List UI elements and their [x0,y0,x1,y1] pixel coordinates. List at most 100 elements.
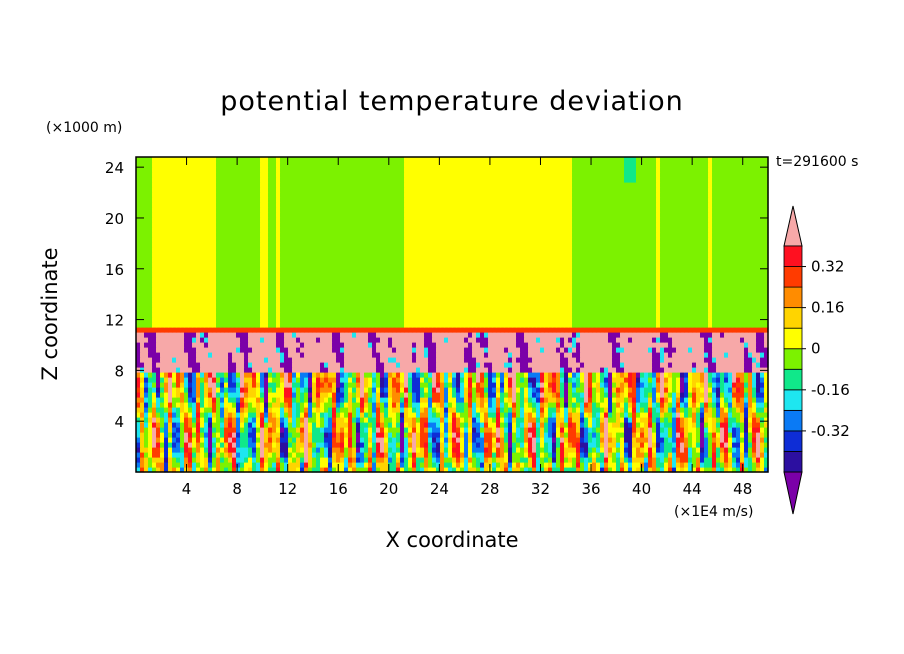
field-cell [380,377,385,383]
field-cell [208,347,213,353]
field-cell [224,432,229,438]
field-cell [392,422,397,428]
field-cell [332,437,337,443]
field-cell [376,367,381,373]
field-cell [256,442,261,448]
field-cell [468,467,473,473]
field-cell [684,352,689,358]
field-cell [416,407,421,413]
field-cell [404,427,409,433]
field-cell [660,452,665,458]
field-cell [732,452,737,458]
field-cell [416,347,421,353]
field-cell [424,367,429,373]
field-cell [668,357,673,363]
field-cell [284,382,289,388]
field-cell [224,442,229,448]
field-cell [360,462,365,468]
field-cell [188,372,193,378]
field-cell [532,462,537,468]
field-cell [468,312,473,318]
field-cell [236,317,241,323]
field-cell [308,397,313,403]
field-cell [180,467,185,473]
field-cell [240,347,245,353]
field-cell [652,417,657,423]
field-cell [468,437,473,443]
field-cell [624,402,629,408]
field-cell [604,467,609,473]
field-cell [456,312,461,318]
field-cell [384,462,389,468]
field-cell [172,372,177,378]
field-cell [220,382,225,388]
field-cell [244,357,249,363]
field-cell [712,332,717,338]
field-cell [576,447,581,453]
field-cell [732,402,737,408]
field-cell [744,417,749,423]
field-cell [164,387,169,393]
field-cell [160,362,165,368]
field-cell [660,432,665,438]
field-cell [660,367,665,373]
field-cell [240,432,245,438]
field-cell [472,332,477,338]
field-cell [420,417,425,423]
field-cell [576,347,581,353]
field-cell [540,437,545,443]
field-cell [248,347,253,353]
field-cell [752,347,757,353]
field-cell [324,337,329,343]
field-cell [264,467,269,473]
field-cell [728,412,733,418]
field-cell [196,442,201,448]
field-cell [188,462,193,468]
field-cell [192,372,197,378]
field-cell [588,432,593,438]
field-cell [204,367,209,373]
field-cell [332,367,337,373]
field-cell [564,447,569,453]
field-cell [408,327,413,333]
field-cell [296,427,301,433]
field-cell [428,382,433,388]
field-cell [276,342,281,348]
field-cell [424,462,429,468]
field-cell [164,397,169,403]
field-cell [308,312,313,318]
field-cell [628,342,633,348]
field-cell [512,442,517,448]
field-cell [644,442,649,448]
field-cell [320,417,325,423]
field-cell [392,467,397,473]
field-cell [568,437,573,443]
field-cell [584,357,589,363]
field-cell [376,312,381,318]
field-cell [284,402,289,408]
field-cell [564,462,569,468]
field-cell [740,402,745,408]
field-cell [640,322,645,328]
field-cell [536,422,541,428]
field-cell [404,397,409,403]
field-cell [192,352,197,358]
field-cell [560,357,565,363]
field-cell [516,402,521,408]
field-cell [196,347,201,353]
field-cell [276,357,281,363]
field-cell [524,372,529,378]
field-cell [200,427,205,433]
field-cell [328,422,333,428]
field-cell [492,327,497,333]
field-cell [476,347,481,353]
field-cell [428,447,433,453]
field-cell [628,387,633,393]
field-cell [664,457,669,463]
field-cell [596,392,601,398]
field-cell [716,382,721,388]
field-cell [696,347,701,353]
field-cell [640,352,645,358]
field-cell [736,422,741,428]
field-cell [156,337,161,343]
